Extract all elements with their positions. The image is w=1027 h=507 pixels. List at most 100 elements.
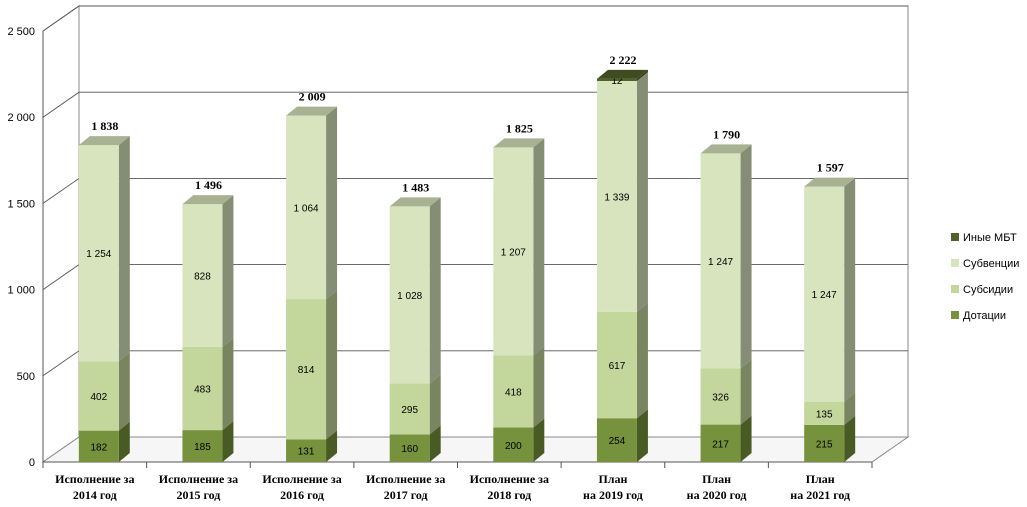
bar-side (429, 374, 441, 435)
bar-side (118, 352, 130, 431)
bar-side (740, 144, 752, 369)
bar-front (493, 147, 534, 356)
data-label: 1 028 (397, 291, 422, 302)
bar-side (326, 290, 338, 440)
x-category-label: Исполнение за (470, 472, 549, 486)
data-label: 215 (816, 439, 833, 450)
bar-front (182, 204, 223, 347)
bar-side (429, 425, 441, 462)
bar-side (636, 71, 648, 312)
data-label: 254 (609, 436, 626, 447)
bar-front (596, 80, 637, 312)
data-label: 200 (505, 441, 522, 452)
bar-segment-Субвенции (286, 106, 338, 300)
bar-front (182, 430, 223, 462)
bar-front (700, 368, 741, 425)
total-label: 1 825 (506, 121, 533, 135)
bar-segment-Субвенции (389, 197, 441, 384)
bar-segment-Дотации (596, 409, 648, 462)
x-category-label: План (702, 472, 731, 486)
bar-front (596, 78, 637, 81)
bar-segment-Субсидии (286, 290, 338, 440)
data-label: 160 (401, 444, 418, 455)
bar-segment-Дотации (286, 430, 338, 462)
bar-top (286, 106, 338, 116)
bar-segment-Субсидии (493, 346, 545, 428)
bar-segment-Дотации (700, 415, 752, 462)
y-tick-label: 500 (17, 371, 35, 383)
bar-front (389, 206, 430, 384)
bar-segment-Иные МБТ (596, 69, 648, 81)
data-label: 295 (401, 405, 418, 416)
legend-entry: Иные МБТ (963, 232, 1017, 244)
x-category-label: Исполнение за (55, 472, 134, 486)
legend-entry: Субсидии (963, 284, 1013, 296)
bar-front (78, 361, 119, 431)
y-tick-label: 0 (29, 457, 35, 469)
bar-top (78, 136, 130, 146)
bar-segment-Субсидии (596, 302, 648, 419)
bar-top (700, 144, 752, 154)
bar-side (636, 302, 648, 419)
x-category-label: 2014 год (73, 488, 117, 502)
bar-front (389, 383, 430, 435)
bar-segment-Субсидии (182, 337, 234, 431)
bar-front (78, 145, 119, 362)
bar-segment-Субвенции (78, 136, 130, 362)
bar-top (596, 69, 648, 79)
data-label: 617 (609, 361, 626, 372)
bar-front (286, 439, 327, 462)
bar-front (286, 115, 327, 300)
x-category-label: 2017 год (384, 488, 428, 502)
bar-segment-Дотации (389, 425, 441, 462)
y-tick-label: 1 000 (7, 285, 35, 297)
bar-front (286, 299, 327, 440)
x-category-label: Исполнение за (262, 472, 341, 486)
bar-front (78, 430, 119, 462)
x-category-label: 2015 год (177, 488, 221, 502)
legend-swatch (951, 311, 959, 319)
bar-front (700, 153, 741, 369)
x-category-label: 2016 год (280, 488, 324, 502)
data-label: 1 247 (812, 290, 837, 301)
bar-segment-Дотации (804, 415, 856, 462)
bar-segment-Субсидии (389, 374, 441, 435)
data-label: 1 254 (86, 249, 111, 260)
bar-side (533, 346, 545, 428)
x-category-label: на 2019 год (583, 488, 643, 502)
bar-side (844, 177, 856, 402)
bar-segment-Субсидии (804, 392, 856, 425)
floor (41, 436, 910, 463)
bar-side (533, 138, 545, 356)
bar-segment-Субвенции (700, 144, 752, 369)
bar-front (804, 401, 845, 425)
bar-top (804, 177, 856, 187)
bar-side (222, 337, 234, 431)
bar-side (222, 421, 234, 462)
data-label: 402 (90, 392, 107, 403)
data-label: 217 (712, 439, 729, 450)
x-category-label: на 2020 год (687, 488, 747, 502)
total-label: 1 790 (713, 127, 740, 141)
data-label: 185 (194, 442, 211, 453)
bar-segment-Субвенции (596, 71, 648, 312)
data-label: 131 (298, 447, 315, 458)
x-category-label: План (806, 472, 835, 486)
data-label: 1 247 (708, 257, 733, 268)
bar-front (700, 424, 741, 462)
x-category-label: на 2021 год (790, 488, 850, 502)
bar-segment-Субвенции (493, 138, 545, 356)
bar-front (493, 355, 534, 428)
bar-side (740, 415, 752, 462)
bar-segment-Субсидии (78, 352, 130, 431)
bar-segment-Субвенции (182, 195, 234, 347)
bar-front (389, 434, 430, 462)
bar-segment-Дотации (78, 421, 130, 462)
bar-segment-Субвенции (804, 177, 856, 402)
bar-front (804, 186, 845, 402)
data-label: 483 (194, 384, 211, 395)
total-label: 1 838 (91, 119, 118, 133)
bar-side (326, 106, 338, 300)
bar-front (182, 346, 223, 431)
